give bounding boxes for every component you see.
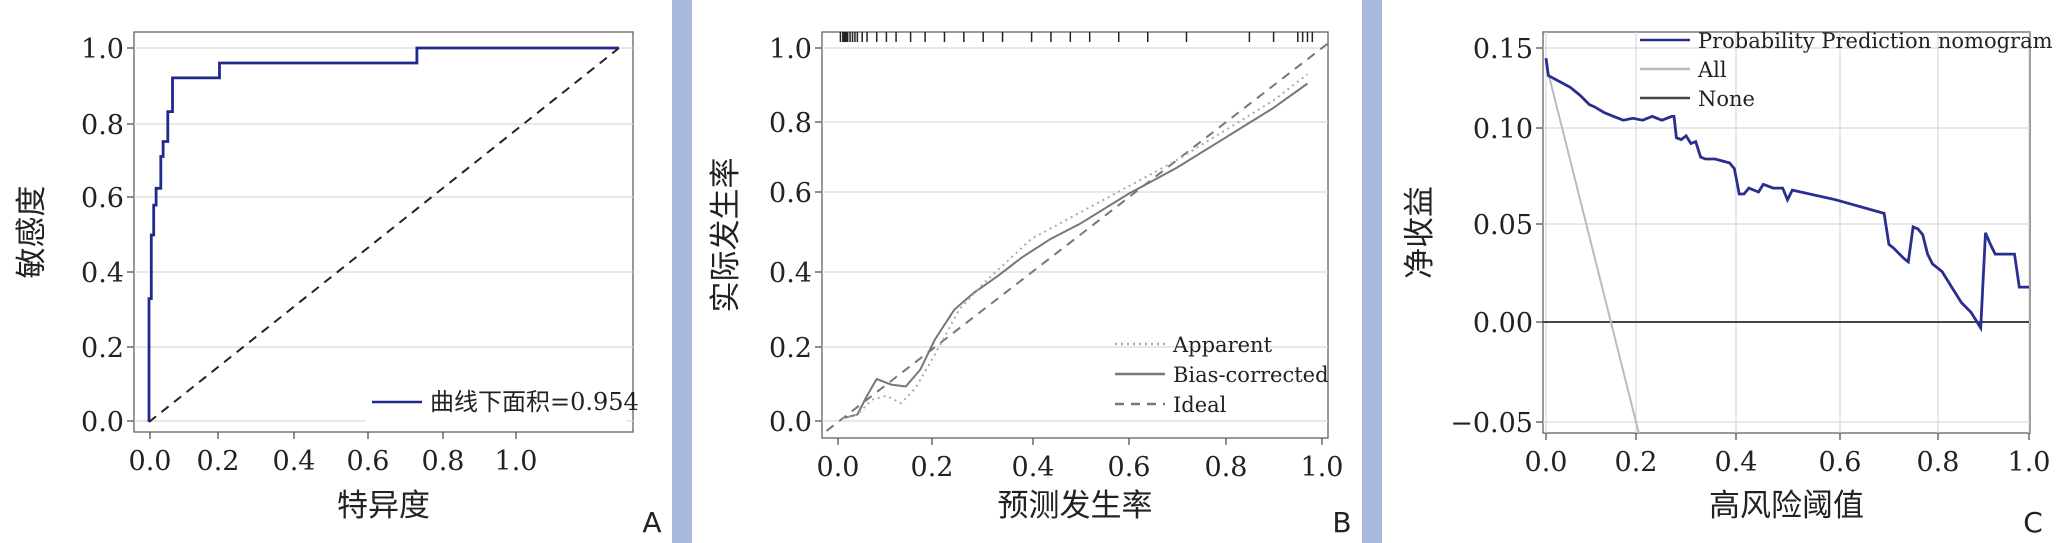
series-line bbox=[842, 73, 1309, 420]
x-tick-label: 0.4 bbox=[1715, 447, 1758, 478]
x-tick-label: 0.0 bbox=[1525, 447, 1568, 478]
y-tick-label: 1.0 bbox=[769, 34, 812, 65]
y-tick-label: 1.0 bbox=[81, 34, 124, 65]
y-tick-label: 0.0 bbox=[769, 407, 812, 438]
legend-label: Probability Prediction nomogram bbox=[1698, 29, 2053, 53]
x-tick-label: 1.0 bbox=[2008, 447, 2051, 478]
y-tick-label: 0.6 bbox=[769, 178, 812, 209]
y-tick-label: 0.05 bbox=[1473, 210, 1533, 241]
calibration-chart: 0.0 0.2 0.4 0.6 0.8 1.0 0.0 0.2 0.4 0.6 0.8 1.0 预测发生… bbox=[708, 31, 1344, 524]
y-axis-label: 实际发生率 bbox=[708, 158, 744, 313]
legend: 曲线下面积=0.954 bbox=[366, 388, 639, 424]
y-tick-label: 0.0 bbox=[81, 407, 124, 438]
y-tick-label: 0.00 bbox=[1473, 308, 1533, 339]
x-tick-label: 0.2 bbox=[1615, 447, 1658, 478]
plot-area bbox=[1543, 58, 2029, 433]
x-tick-label: 0.4 bbox=[1012, 452, 1055, 483]
x-tick-label: 0.8 bbox=[1205, 452, 1248, 483]
legend-label: Bias-corrected bbox=[1173, 363, 1329, 387]
legend-label: All bbox=[1697, 58, 1727, 82]
legend-label: Apparent bbox=[1172, 333, 1273, 357]
x-tick-label: 0.6 bbox=[1108, 452, 1151, 483]
legend: Probability Prediction nomogram All None bbox=[1640, 29, 2053, 111]
x-tick-label: 1.0 bbox=[1301, 452, 1344, 483]
x-tick-label: 0.6 bbox=[1819, 447, 1862, 478]
y-tick-label: 0.15 bbox=[1473, 34, 1533, 65]
series-line bbox=[147, 46, 619, 422]
x-axis-label: 特异度 bbox=[337, 488, 430, 524]
x-tick-label: 0.8 bbox=[1917, 447, 1960, 478]
x-tick-label: 1.0 bbox=[495, 446, 538, 477]
series-line bbox=[822, 42, 1328, 436]
x-tick-label: 0.2 bbox=[911, 452, 954, 483]
series-line bbox=[148, 47, 620, 423]
x-tick-label: 0.0 bbox=[817, 452, 860, 483]
plot-frame bbox=[821, 31, 1329, 439]
plot-area bbox=[147, 46, 620, 423]
y-axis-label: 净收益 bbox=[1402, 186, 1438, 279]
y-tick-label: 0.8 bbox=[769, 108, 812, 139]
series-line bbox=[1545, 63, 1640, 433]
y-tick-label: 0.4 bbox=[81, 258, 124, 289]
series-line bbox=[1544, 58, 2029, 333]
x-axis-label: 预测发生率 bbox=[998, 488, 1153, 524]
y-tick-label: 0.6 bbox=[81, 183, 124, 214]
x-axis-label: 高风险阈值 bbox=[1709, 488, 1864, 524]
legend-label: None bbox=[1698, 87, 1755, 111]
panel-letter-a: A bbox=[642, 506, 661, 539]
y-tick-label: 0.4 bbox=[769, 258, 812, 289]
y-tick-label: 0.8 bbox=[81, 110, 124, 141]
legend-label: Ideal bbox=[1173, 393, 1227, 417]
plot-area bbox=[822, 32, 1328, 436]
panel-letter-b: B bbox=[1332, 506, 1351, 539]
y-axis-label: 敏感度 bbox=[14, 186, 50, 279]
y-tick-label: −0.05 bbox=[1450, 408, 1533, 439]
legend-box bbox=[366, 388, 626, 424]
decision-curve-chart: 0.0 0.2 0.4 0.6 0.8 1.0 0.15 0.10 0.05 0.00 −0.05 高… bbox=[1402, 29, 2053, 524]
x-tick-label: 0.0 bbox=[129, 446, 172, 477]
x-tick-label: 0.2 bbox=[197, 446, 240, 477]
y-tick-label: 0.2 bbox=[81, 333, 124, 364]
x-tick-label: 0.8 bbox=[422, 446, 465, 477]
y-tick-label: 0.10 bbox=[1473, 114, 1533, 145]
series-line bbox=[842, 82, 1309, 420]
x-tick-label: 0.4 bbox=[273, 446, 316, 477]
x-tick-label: 0.6 bbox=[347, 446, 390, 477]
y-tick-label: 0.2 bbox=[769, 333, 812, 364]
plot-frame bbox=[1542, 31, 2031, 434]
roc-chart: 0.0 0.2 0.4 0.6 0.8 1.0 0.0 0.2 0.4 0.6 0.8 1.0 特异度 敏… bbox=[14, 31, 639, 524]
plot-frame bbox=[133, 31, 634, 433]
legend: Apparent Bias-corrected Ideal bbox=[1115, 333, 1329, 417]
legend-label: 曲线下面积=0.954 bbox=[430, 388, 639, 416]
panel-letter-c: C bbox=[2023, 506, 2043, 539]
